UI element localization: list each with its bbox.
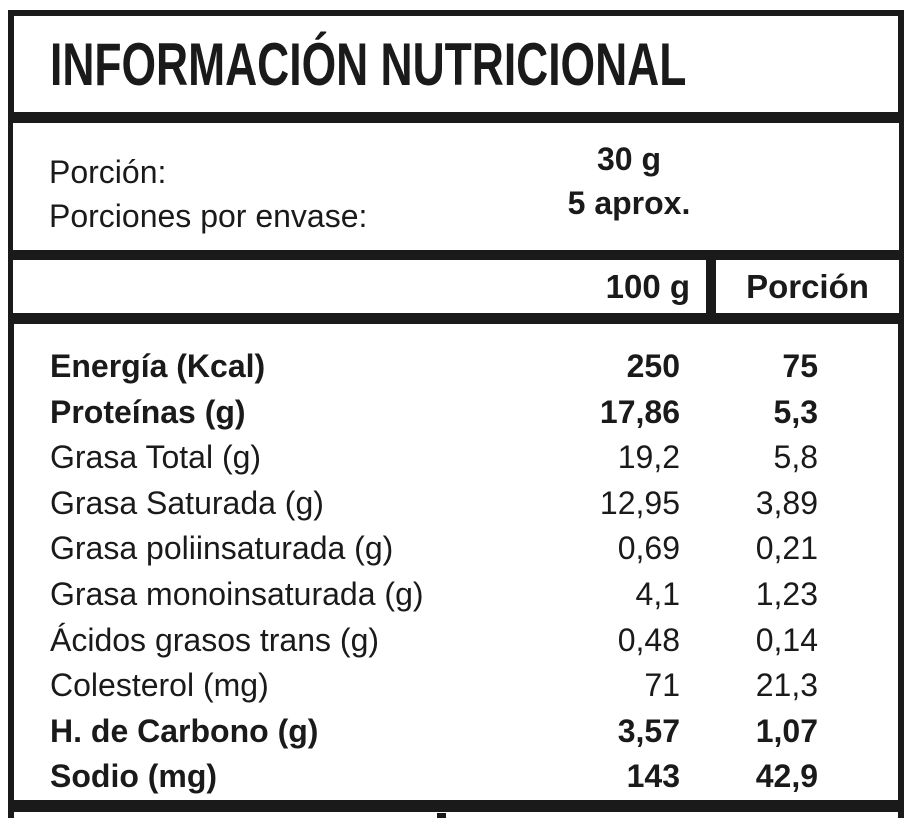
nutrient-per100-value: 143	[626, 758, 680, 795]
serving-values: 30 g 5 aprox.	[469, 137, 789, 225]
nutrient-rows: Energía (Kcal) 250 75 Proteínas (g) 17,8…	[50, 344, 818, 800]
table-row: Grasa Saturada (g) 12,95 3,89	[50, 481, 818, 527]
column-header-portion-box: Porción	[711, 255, 904, 318]
nutrient-name: Grasa Total (g)	[50, 439, 262, 476]
column-header-per100-box: 100 g	[8, 255, 711, 318]
table-row: Energía (Kcal) 250 75	[50, 344, 818, 390]
nutrient-per100-value: 4,1	[635, 575, 680, 612]
nutrient-portion-value: 0,21	[755, 530, 818, 567]
nutrient-portion-value: 5,3	[773, 393, 818, 430]
nutrient-per100-value: 3,57	[617, 712, 680, 749]
partial-glyph	[437, 813, 446, 818]
table-row: Grasa Total (g) 19,2 5,8	[50, 435, 818, 481]
table-row: Grasa poliinsaturada (g) 0,69 0,21	[50, 526, 818, 572]
nutrient-name: Grasa Saturada (g)	[50, 484, 324, 521]
column-header-portion: Porción	[746, 267, 869, 305]
table-row: Proteínas (g) 17,86 5,3	[50, 390, 818, 436]
nutrient-per100-value: 19,2	[617, 439, 680, 476]
nutrient-per100-value: 0,69	[617, 530, 680, 567]
nutrient-per100-value: 71	[644, 667, 680, 704]
serving-labels: Porción: Porciones por envase:	[49, 150, 367, 238]
nutrition-table: Energía (Kcal) 250 75 Proteínas (g) 17,8…	[8, 318, 904, 806]
nutrient-portion-value: 3,89	[755, 484, 818, 521]
nutrient-name: Grasa monoinsaturada (g)	[50, 575, 424, 612]
nutrient-portion-value: 1,23	[755, 575, 818, 612]
nutrient-portion-value: 1,07	[755, 712, 818, 749]
table-row: Sodio (mg) 143 42,9	[50, 754, 818, 800]
column-header-per100: 100 g	[605, 267, 690, 305]
page-title: INFORMACIÓN NUTRICIONAL	[50, 30, 687, 98]
nutrient-name: Sodio (mg)	[50, 758, 218, 795]
nutrient-portion-value: 21,3	[755, 667, 818, 704]
table-row: Ácidos grasos trans (g) 0,48 0,14	[50, 618, 818, 664]
title-box: INFORMACIÓN NUTRICIONAL	[8, 10, 904, 118]
nutrient-name: Colesterol (mg)	[50, 667, 269, 704]
next-section-box	[8, 806, 904, 818]
serving-box: Porción: Porciones por envase: 30 g 5 apro…	[8, 118, 904, 255]
serving-label: Porción:	[49, 154, 167, 190]
table-row: Colesterol (mg) 71 21,3	[50, 663, 818, 709]
nutrient-per100-value: 12,95	[599, 484, 680, 521]
table-row: Grasa monoinsaturada (g) 4,1 1,23	[50, 572, 818, 618]
nutrient-per100-value: 0,48	[617, 621, 680, 658]
nutrient-portion-value: 5,8	[773, 439, 818, 476]
nutrient-name: Energía (Kcal)	[50, 348, 266, 384]
nutrient-name: H. de Carbono (g)	[50, 712, 319, 749]
nutrient-portion-value: 42,9	[755, 758, 818, 795]
table-row: H. de Carbono (g) 3,57 1,07	[50, 709, 818, 755]
serving-value: 5 aprox.	[567, 185, 691, 221]
nutrient-name: Grasa poliinsaturada (g)	[50, 530, 394, 567]
nutrient-per100-value: 17,86	[599, 393, 680, 430]
nutrient-name: Proteínas (g)	[50, 393, 246, 430]
nutrient-per100-value: 250	[626, 348, 680, 384]
nutrient-portion-value: 0,14	[755, 621, 818, 658]
serving-value: 30 g	[596, 141, 662, 177]
nutrient-name: Ácidos grasos trans (g)	[50, 621, 380, 658]
serving-label: Porciones por envase:	[49, 198, 368, 234]
nutrient-portion-value: 75	[782, 348, 818, 384]
